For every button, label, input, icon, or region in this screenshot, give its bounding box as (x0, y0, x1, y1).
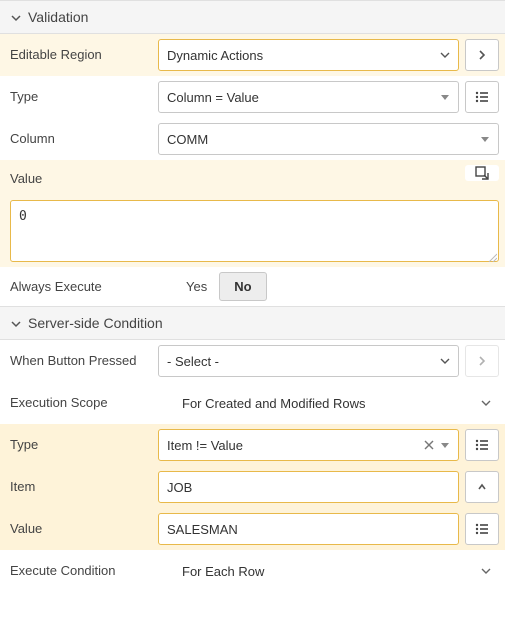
resize-handle-icon (487, 250, 497, 260)
row-cond-value: Value SALESMAN (0, 508, 505, 550)
row-exec-scope: Execution Scope For Created and Modified… (0, 382, 505, 424)
column-select[interactable]: COMM (158, 123, 499, 155)
section-title: Server-side Condition (28, 315, 163, 331)
chevron-down-icon (10, 317, 22, 329)
clear-icon[interactable] (424, 440, 434, 450)
cond-type-value: Item != Value (167, 438, 243, 453)
cond-type-options-button[interactable] (465, 429, 499, 461)
go-to-button-button (465, 345, 499, 377)
label-type: Type (10, 89, 158, 105)
exec-scope-value: For Created and Modified Rows (182, 396, 366, 411)
row-column: Column COMM (0, 118, 505, 160)
section-header-validation[interactable]: Validation (0, 0, 505, 34)
item-picker-button[interactable] (465, 471, 499, 503)
item-value: JOB (167, 480, 192, 495)
expand-icon (474, 165, 490, 181)
row-type: Type Column = Value (0, 76, 505, 118)
label-value: Value (10, 165, 158, 187)
editable-region-select[interactable]: Dynamic Actions (158, 39, 459, 71)
go-to-region-button[interactable] (465, 39, 499, 71)
always-execute-no[interactable]: No (219, 272, 266, 301)
expand-editor-button[interactable] (465, 165, 499, 181)
column-value: COMM (167, 132, 208, 147)
validation-type-select[interactable]: Column = Value (158, 81, 459, 113)
row-exec-condition: Execute Condition For Each Row (0, 550, 505, 587)
when-button-value: - Select - (167, 354, 219, 369)
value-text: 0 (19, 209, 27, 224)
list-icon (474, 437, 490, 453)
row-when-button: When Button Pressed - Select - (0, 340, 505, 382)
cond-value-input[interactable]: SALESMAN (158, 513, 459, 545)
caret-down-icon (440, 440, 450, 450)
label-editable-region: Editable Region (10, 47, 158, 63)
editable-region-value: Dynamic Actions (167, 48, 263, 63)
validation-type-value: Column = Value (167, 90, 259, 105)
chevron-down-icon (481, 398, 491, 408)
row-editable-region: Editable Region Dynamic Actions (0, 34, 505, 76)
chevron-right-icon (476, 355, 488, 367)
row-value-label: Value (0, 160, 505, 198)
label-cond-value: Value (10, 521, 158, 537)
chevron-down-icon (440, 356, 450, 366)
label-exec-scope: Execution Scope (10, 395, 158, 411)
value-textarea[interactable]: 0 (10, 200, 499, 262)
always-execute-yes[interactable]: Yes (186, 279, 207, 294)
row-cond-type: Type Item != Value (0, 424, 505, 466)
type-options-button[interactable] (465, 81, 499, 113)
exec-scope-select[interactable]: For Created and Modified Rows (158, 387, 499, 419)
row-item: Item JOB (0, 466, 505, 508)
chevron-down-icon (481, 566, 491, 576)
row-value-editor: 0 (0, 198, 505, 267)
label-item: Item (10, 479, 158, 495)
label-always-execute: Always Execute (10, 279, 158, 295)
section-header-condition[interactable]: Server-side Condition (0, 306, 505, 340)
label-cond-type: Type (10, 437, 158, 453)
item-input[interactable]: JOB (158, 471, 459, 503)
cond-value-options-button[interactable] (465, 513, 499, 545)
cond-value-text: SALESMAN (167, 522, 238, 537)
list-icon (474, 89, 490, 105)
exec-condition-select[interactable]: For Each Row (158, 555, 499, 587)
label-column: Column (10, 131, 158, 147)
caret-down-icon (440, 92, 450, 102)
label-exec-condition: Execute Condition (10, 563, 158, 579)
exec-condition-value: For Each Row (182, 564, 264, 579)
label-when-button: When Button Pressed (10, 353, 158, 369)
when-button-select[interactable]: - Select - (158, 345, 459, 377)
chevron-down-icon (10, 11, 22, 23)
section-title: Validation (28, 9, 88, 25)
chevron-down-icon (440, 50, 450, 60)
caret-down-icon (480, 134, 490, 144)
cond-type-select[interactable]: Item != Value (158, 429, 459, 461)
chevron-right-icon (476, 49, 488, 61)
chevron-up-icon (476, 481, 488, 493)
row-always-execute: Always Execute Yes No (0, 267, 505, 306)
list-icon (474, 521, 490, 537)
